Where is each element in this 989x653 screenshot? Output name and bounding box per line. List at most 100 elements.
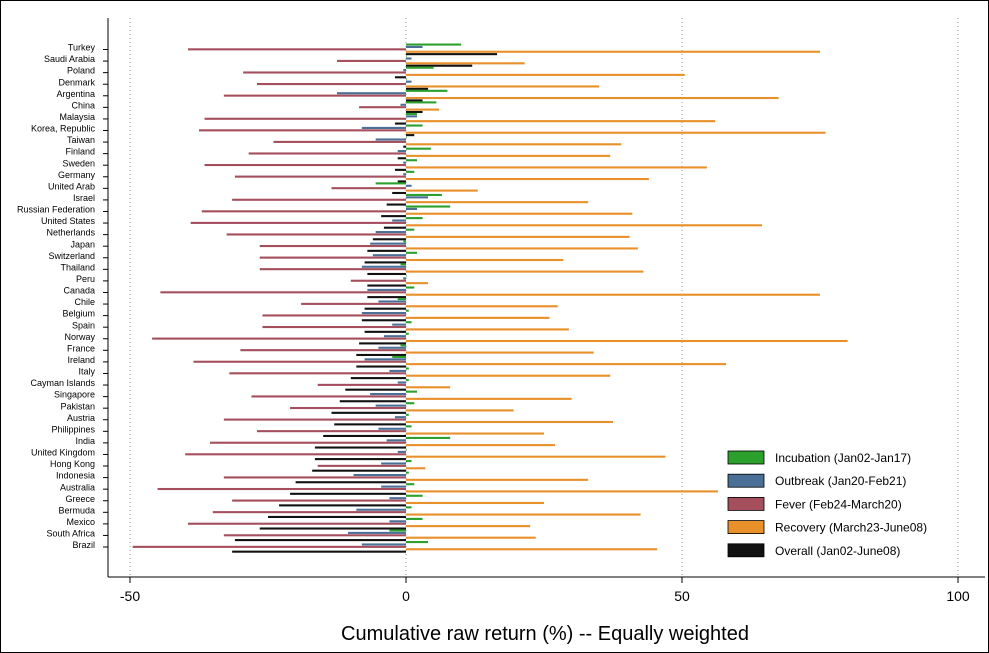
bar xyxy=(406,305,558,308)
bar xyxy=(406,316,550,319)
bar xyxy=(187,522,406,525)
country-label: Singapore xyxy=(54,390,95,400)
bar xyxy=(397,157,406,160)
bar xyxy=(406,64,473,67)
bar xyxy=(339,400,406,403)
bar xyxy=(406,43,462,46)
bar xyxy=(406,235,630,238)
bar xyxy=(406,115,418,118)
bar xyxy=(406,460,412,463)
bar xyxy=(152,337,406,340)
bar xyxy=(406,228,415,231)
legend-label: Overall (Jan02-June08) xyxy=(775,544,900,558)
bar xyxy=(406,483,415,486)
bar xyxy=(190,221,406,224)
country-label: Ireland xyxy=(67,355,95,365)
bar xyxy=(406,339,848,343)
bar xyxy=(356,365,406,368)
bar xyxy=(406,506,412,509)
bar xyxy=(403,240,406,243)
country-label: France xyxy=(67,343,95,353)
bar xyxy=(356,353,406,357)
bar xyxy=(406,78,407,81)
bar xyxy=(331,187,406,190)
bar xyxy=(204,117,406,120)
bar xyxy=(232,499,406,502)
bar xyxy=(199,129,406,132)
bar xyxy=(392,323,406,326)
bar xyxy=(337,92,406,95)
bar xyxy=(323,434,406,438)
bar xyxy=(262,325,406,329)
bar xyxy=(406,73,685,76)
bar xyxy=(406,131,826,134)
bar xyxy=(361,312,406,315)
country-label: Italy xyxy=(78,367,95,377)
country-label: Finland xyxy=(65,147,95,157)
bar xyxy=(406,124,423,127)
bar xyxy=(248,152,406,155)
bar xyxy=(406,62,525,65)
legend-label: Recovery (March23-June08) xyxy=(775,521,927,535)
bar xyxy=(406,196,429,199)
bar xyxy=(386,203,406,206)
bar xyxy=(406,112,418,116)
bar xyxy=(406,57,412,60)
bar xyxy=(406,363,727,366)
bar xyxy=(361,319,406,322)
country-label: Denmark xyxy=(58,77,95,87)
bar xyxy=(223,476,406,479)
bar xyxy=(406,321,412,324)
bar xyxy=(406,467,426,470)
country-label: Pakistan xyxy=(60,401,95,411)
bar xyxy=(406,328,569,331)
bar xyxy=(406,351,594,354)
bar xyxy=(234,175,406,178)
bar xyxy=(259,256,406,259)
bar xyxy=(314,446,406,449)
bar xyxy=(406,80,412,83)
bar xyxy=(406,184,412,187)
bar xyxy=(381,485,406,488)
country-label: Bermuda xyxy=(58,505,95,515)
bar xyxy=(406,420,613,424)
bar xyxy=(378,300,406,303)
bar xyxy=(406,108,440,111)
bar xyxy=(406,201,589,204)
bar xyxy=(406,99,423,102)
country-label: Korea, Republic xyxy=(31,124,96,134)
x-tick-label: -50 xyxy=(120,588,140,604)
bar xyxy=(406,50,820,53)
bar xyxy=(406,189,478,192)
bar xyxy=(406,490,718,493)
x-axis-title: Cumulative raw return (%) -- Equally wei… xyxy=(341,623,749,645)
bar xyxy=(406,193,442,197)
bar xyxy=(406,374,611,377)
bar xyxy=(367,296,406,299)
bar xyxy=(364,307,406,310)
bar xyxy=(406,134,415,137)
bar xyxy=(223,534,406,537)
bar xyxy=(337,59,406,62)
bar xyxy=(210,441,406,444)
bar xyxy=(406,166,707,169)
bar xyxy=(406,159,418,162)
country-label: Mexico xyxy=(66,517,95,527)
bar xyxy=(367,272,406,276)
bar xyxy=(232,550,406,553)
country-label: United Kingdom xyxy=(31,448,95,458)
bar xyxy=(406,247,638,250)
bar xyxy=(232,198,406,201)
bar xyxy=(406,274,407,277)
bar xyxy=(273,140,406,143)
bar xyxy=(259,268,406,271)
bar xyxy=(334,423,406,426)
country-label: Peru xyxy=(76,274,95,284)
country-label: Germany xyxy=(58,170,96,180)
bar xyxy=(223,418,406,421)
bar xyxy=(378,346,406,349)
bar xyxy=(406,444,556,447)
bar xyxy=(312,469,406,472)
